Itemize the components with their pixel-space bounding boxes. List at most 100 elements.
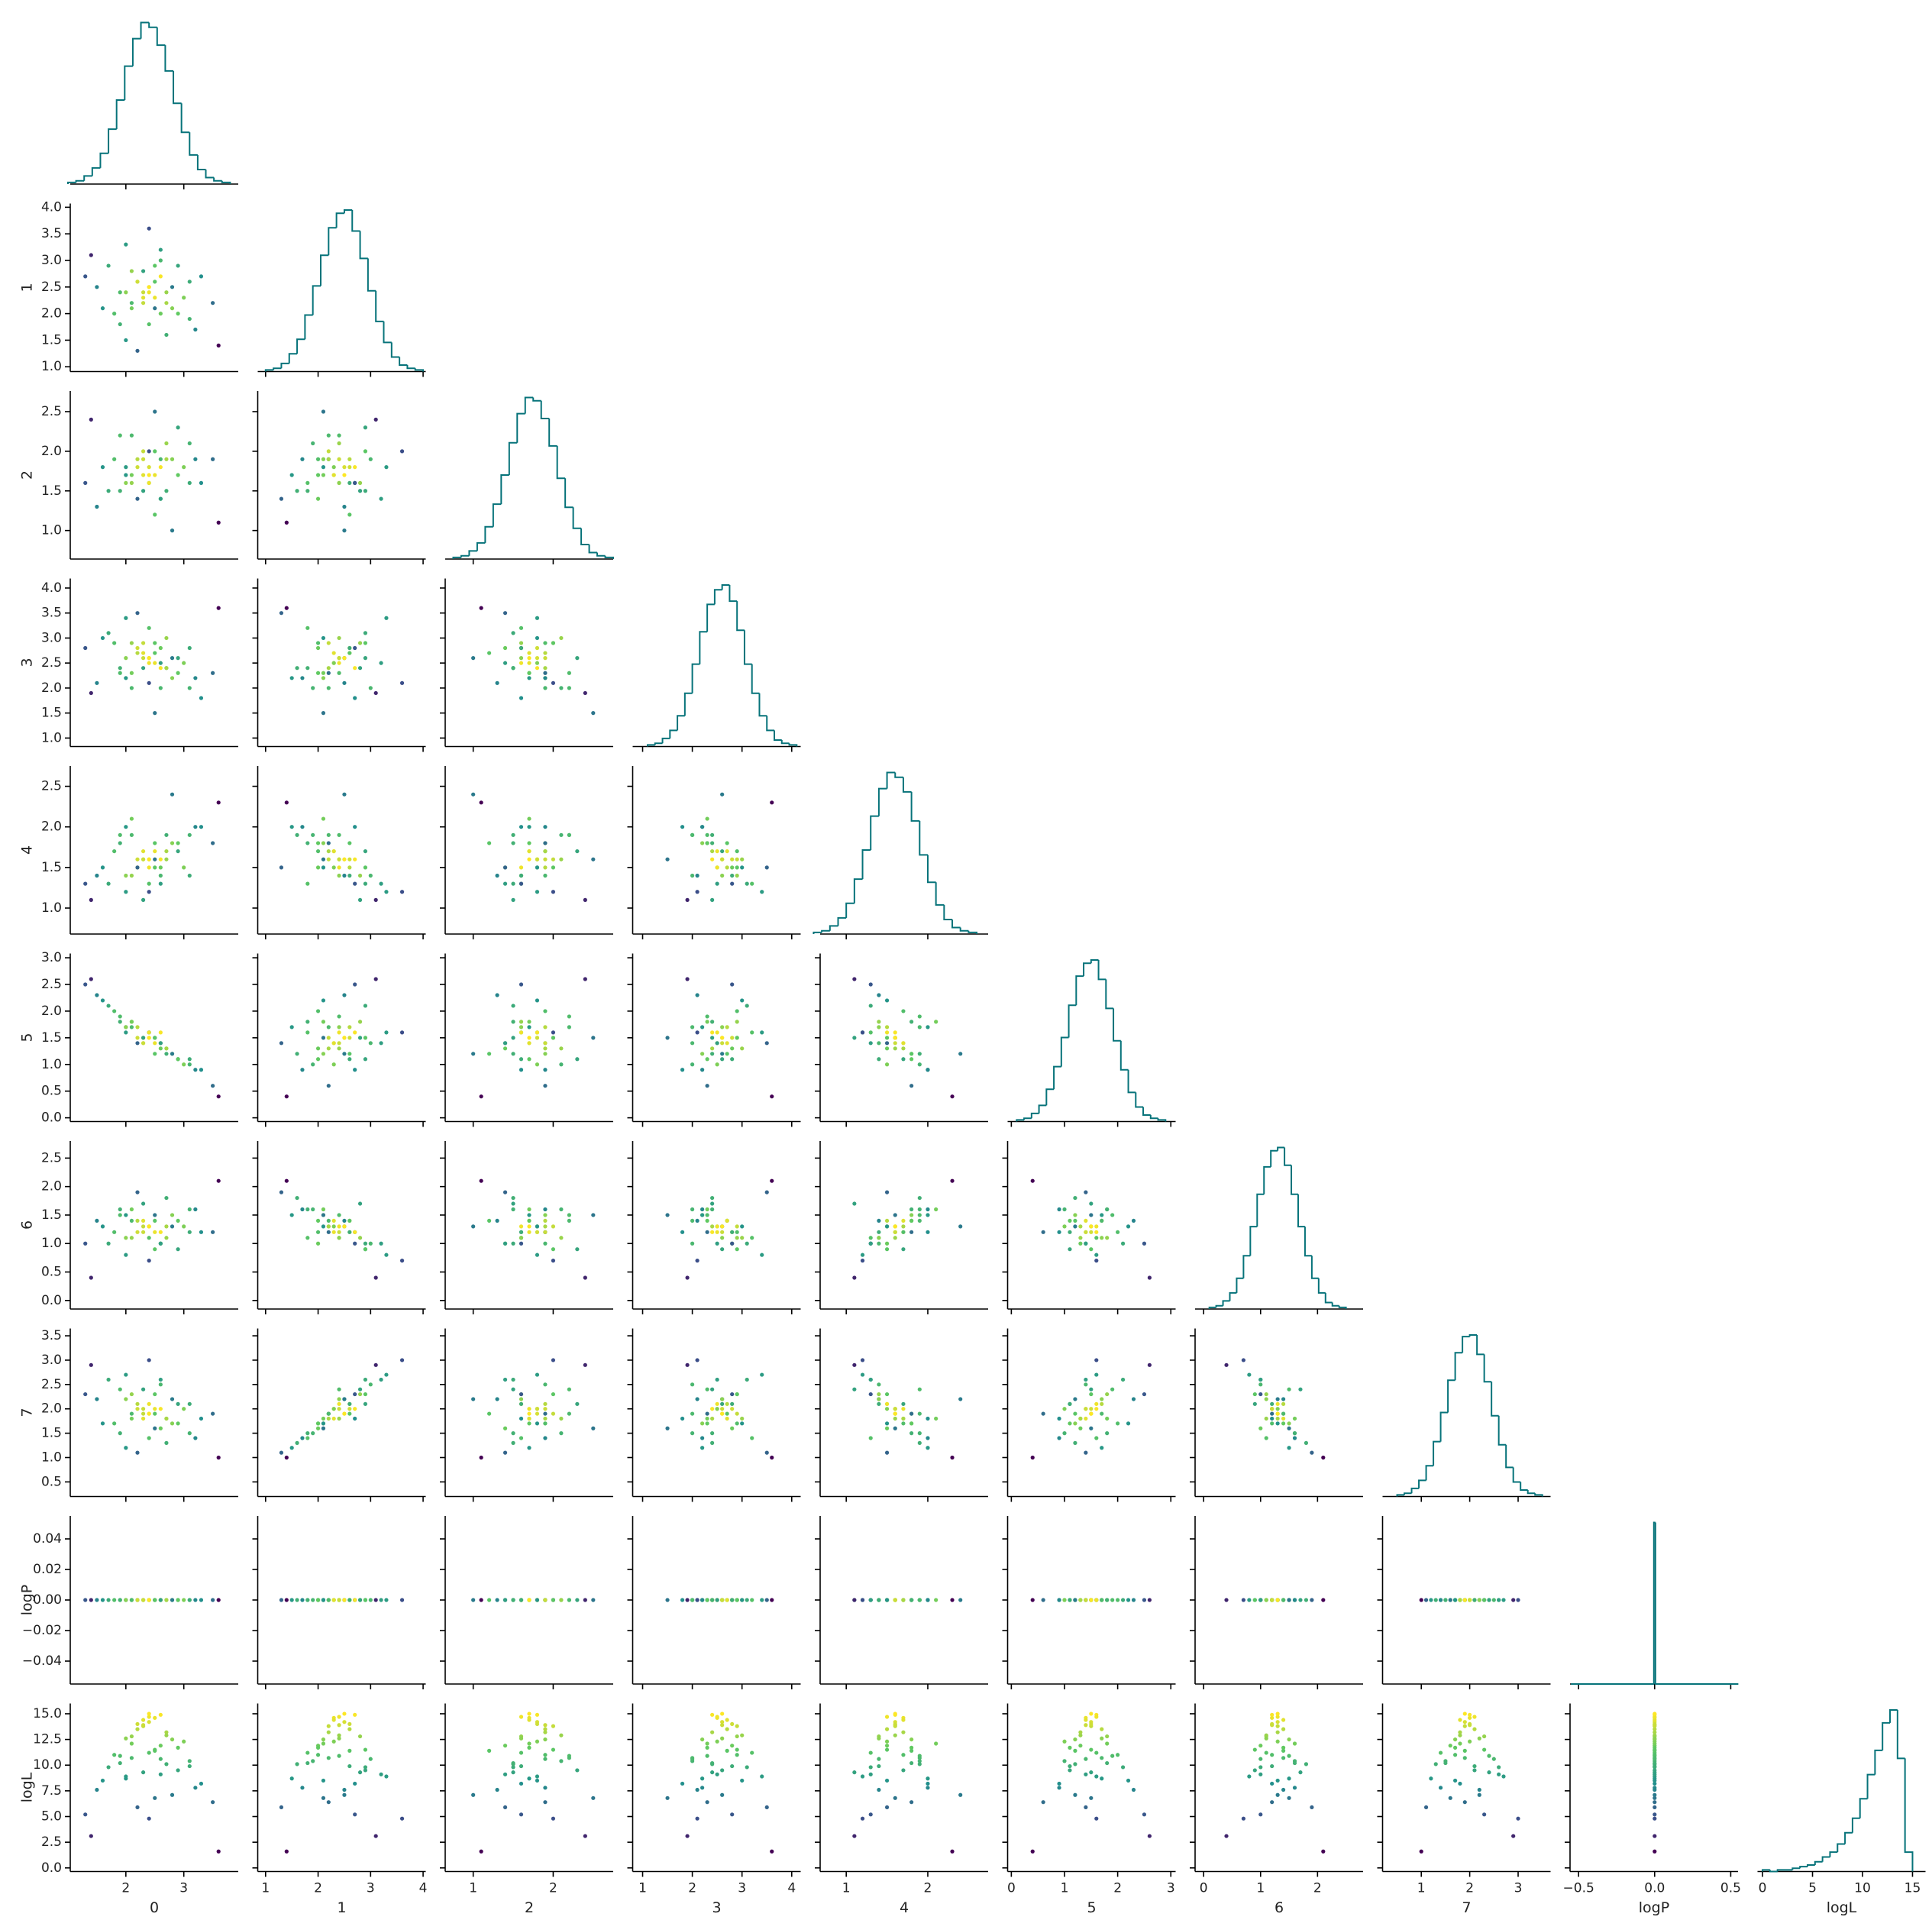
scatter-point — [1482, 1734, 1487, 1739]
scatter-point — [1084, 1241, 1088, 1246]
panel — [252, 1328, 426, 1502]
scatter-point — [710, 832, 715, 837]
scatter-point — [535, 1411, 540, 1416]
scatter-point — [535, 1407, 540, 1411]
x-tick-label: 0 — [1007, 1881, 1016, 1896]
scatter-point — [176, 841, 180, 845]
scatter-point — [182, 1407, 186, 1411]
y-axis-label: 4 — [19, 845, 36, 855]
y-tick-label: −0.02 — [22, 1623, 62, 1638]
hist-bin — [706, 603, 715, 632]
scatter-point — [1497, 1772, 1501, 1776]
scatter-point — [745, 1241, 749, 1246]
x-tick-label: 1 — [1256, 1881, 1265, 1896]
hist-bin — [460, 554, 470, 558]
scatter-point — [153, 1052, 157, 1056]
scatter-point — [551, 890, 556, 894]
panel — [627, 766, 801, 939]
scatter-point — [95, 1397, 99, 1401]
hist-bin — [1829, 1851, 1838, 1857]
scatter-point — [141, 651, 146, 655]
scatter-point — [551, 857, 556, 861]
scatter-point — [342, 1792, 347, 1797]
scatter-point — [337, 480, 341, 485]
scatter-point — [106, 1241, 111, 1246]
scatter-point — [917, 1756, 922, 1760]
scatter-point — [1468, 1723, 1472, 1728]
scatter-point — [527, 1057, 531, 1062]
scatter-point — [690, 1241, 695, 1246]
scatter-point — [893, 1426, 897, 1430]
scatter-point — [331, 1230, 336, 1234]
scatter-point — [211, 301, 215, 305]
scatter-point — [347, 1218, 352, 1223]
scatter-point — [567, 1218, 571, 1223]
scatter-point — [1105, 1236, 1110, 1240]
scatter-point — [735, 1009, 739, 1013]
scatter-point — [535, 1372, 540, 1377]
scatter-point — [118, 1014, 122, 1019]
scatter-point — [1292, 1431, 1297, 1436]
scatter-point — [118, 1598, 122, 1602]
hist-bin — [1105, 979, 1114, 1010]
scatter-point — [1438, 1750, 1443, 1755]
scatter-point — [211, 841, 215, 845]
scatter-point — [884, 1747, 890, 1752]
scatter-point — [379, 1377, 383, 1382]
scatter-point — [141, 301, 146, 305]
scatter-point — [926, 1786, 930, 1790]
panel: 1 24 — [815, 1703, 988, 1916]
scatter-point — [535, 1062, 540, 1067]
scatter-point — [399, 1030, 405, 1035]
scatter-point — [860, 1030, 865, 1035]
scatter-point — [135, 348, 140, 353]
scatter-point — [141, 857, 146, 861]
scatter-point — [118, 1431, 122, 1436]
scatter-point — [909, 1218, 914, 1223]
scatter-point — [700, 825, 705, 829]
scatter-point — [124, 1397, 128, 1401]
scatter-point — [326, 1724, 331, 1728]
scatter-point — [124, 242, 128, 247]
scatter-point — [917, 1052, 922, 1056]
y-tick-label: 1.5 — [41, 1426, 62, 1441]
scatter-point — [958, 1052, 963, 1056]
scatter-point — [1281, 1745, 1286, 1750]
scatter-point — [1258, 1598, 1263, 1602]
scatter-point — [519, 825, 524, 829]
scatter-point — [893, 1030, 897, 1035]
scatter-point — [141, 1041, 146, 1046]
scatter-point — [1462, 1724, 1467, 1728]
scatter-point — [176, 1218, 180, 1223]
y-tick-label: 0.02 — [33, 1562, 62, 1577]
panel — [815, 953, 988, 1127]
hist-bin — [1874, 1749, 1883, 1775]
scatter-point — [868, 1392, 873, 1397]
scatter-point — [1084, 1230, 1088, 1234]
scatter-point — [141, 1201, 146, 1206]
scatter-point — [363, 489, 368, 493]
scatter-point — [363, 848, 368, 854]
scatter-point — [543, 1786, 548, 1790]
scatter-point — [1275, 1715, 1280, 1719]
scatter-point — [1501, 1774, 1506, 1779]
hist-bin — [691, 663, 700, 693]
y-tick-label: 1.5 — [41, 332, 62, 347]
scatter-point — [141, 449, 146, 454]
scatter-point — [1094, 1224, 1099, 1229]
scatter-point — [868, 1236, 873, 1240]
scatter-point — [695, 890, 699, 894]
scatter-point — [300, 825, 305, 829]
scatter-point — [353, 1068, 357, 1072]
scatter-point — [147, 1598, 151, 1602]
scatter-point — [311, 1062, 315, 1067]
scatter-point — [1105, 1760, 1110, 1766]
scatter-point — [511, 1207, 515, 1212]
scatter-point — [89, 1598, 93, 1602]
scatter-point — [141, 666, 146, 671]
scatter-point — [337, 1736, 341, 1741]
scatter-point — [326, 1025, 331, 1029]
scatter-point — [1501, 1598, 1506, 1602]
scatter-point — [1120, 1765, 1126, 1770]
